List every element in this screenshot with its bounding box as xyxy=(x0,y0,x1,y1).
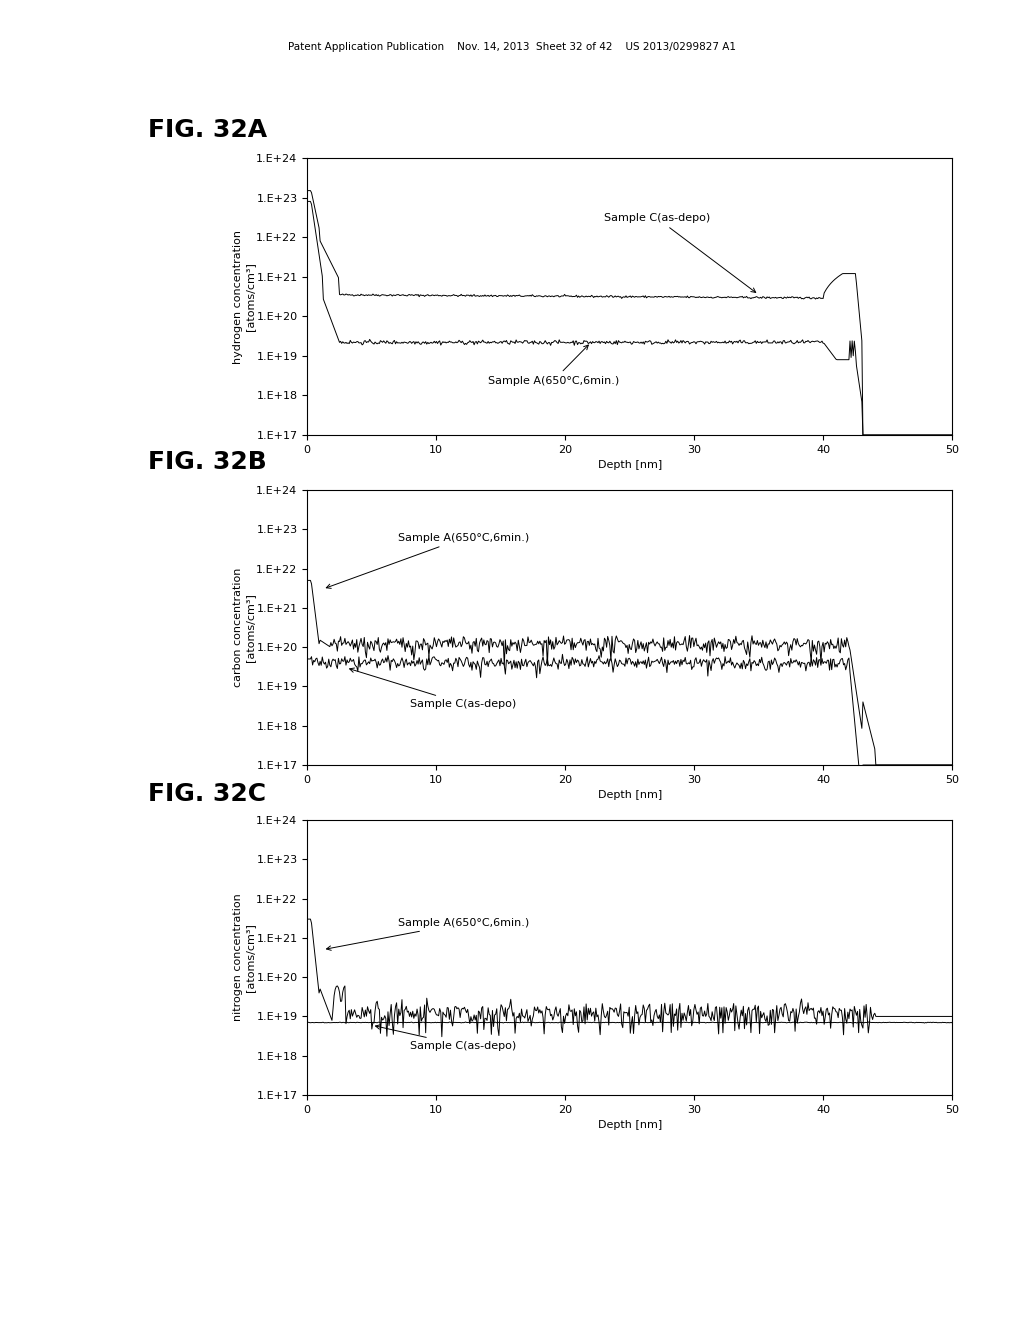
Text: FIG. 32C: FIG. 32C xyxy=(148,781,266,807)
Text: Sample C(as-depo): Sample C(as-depo) xyxy=(349,668,517,709)
Text: Sample C(as-depo): Sample C(as-depo) xyxy=(376,1024,517,1051)
Y-axis label: carbon concentration
[atoms/cm³]: carbon concentration [atoms/cm³] xyxy=(233,568,255,688)
Y-axis label: hydrogen concentration
[atoms/cm³]: hydrogen concentration [atoms/cm³] xyxy=(233,230,255,363)
X-axis label: Depth [nm]: Depth [nm] xyxy=(598,1121,662,1130)
Text: Patent Application Publication    Nov. 14, 2013  Sheet 32 of 42    US 2013/02998: Patent Application Publication Nov. 14, … xyxy=(288,42,736,53)
X-axis label: Depth [nm]: Depth [nm] xyxy=(598,791,662,800)
Text: FIG. 32A: FIG. 32A xyxy=(148,117,267,143)
Text: FIG. 32B: FIG. 32B xyxy=(148,450,267,474)
Text: Sample A(650°C,6min.): Sample A(650°C,6min.) xyxy=(327,533,528,589)
Text: Sample A(650°C,6min.): Sample A(650°C,6min.) xyxy=(327,917,528,950)
Text: Sample A(650°C,6min.): Sample A(650°C,6min.) xyxy=(487,345,620,385)
Y-axis label: nitrogen concentration
[atoms/cm³]: nitrogen concentration [atoms/cm³] xyxy=(233,894,255,1022)
X-axis label: Depth [nm]: Depth [nm] xyxy=(598,461,662,470)
Text: Sample C(as-depo): Sample C(as-depo) xyxy=(604,214,756,293)
